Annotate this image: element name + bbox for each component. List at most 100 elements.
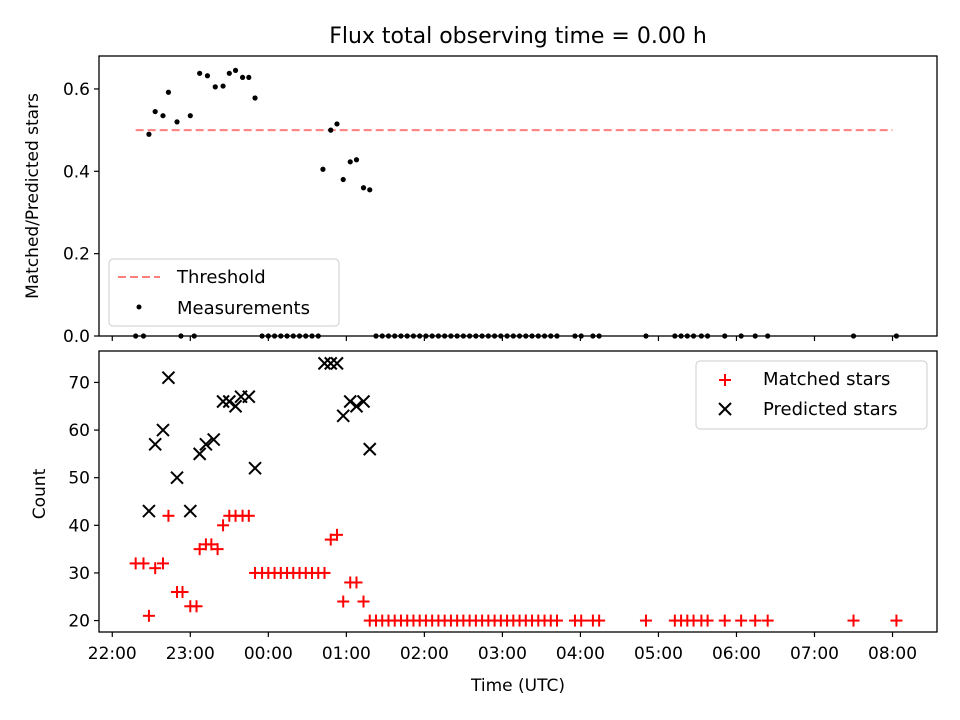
top-y-axis: 0.0 0.2 0.4 0.6 xyxy=(63,80,99,347)
predicted-stars-point xyxy=(161,370,176,385)
y-tick-label: 0.2 xyxy=(63,245,90,265)
matched-stars-point xyxy=(190,600,203,613)
matched-stars-point xyxy=(162,509,175,522)
measurement-point xyxy=(320,166,326,172)
legend-predicted-label: Predicted stars xyxy=(763,399,897,420)
x-tick-label: 06:00 xyxy=(712,644,761,664)
matched-stars-point xyxy=(156,557,169,570)
legend-matched-swatch xyxy=(719,374,731,386)
top-legend-box xyxy=(108,258,340,327)
measurement-point xyxy=(187,113,193,119)
measurement-point xyxy=(152,108,158,115)
legend-measurements-swatch xyxy=(136,304,142,310)
predicted-stars-point xyxy=(206,432,221,447)
matched-stars-point xyxy=(217,519,230,532)
matched-stars-point xyxy=(701,614,714,627)
matched-stars-point xyxy=(761,614,774,627)
predicted-stars-point xyxy=(170,470,184,485)
matched-stars-point xyxy=(324,533,337,546)
measurement-point xyxy=(160,113,166,119)
measurement-point xyxy=(367,187,373,193)
predicted-stars-point xyxy=(317,356,332,371)
measurement-point xyxy=(220,83,226,89)
matched-stars-point xyxy=(890,614,903,627)
predicted-stars-point xyxy=(192,447,207,461)
measurement-point xyxy=(340,176,346,183)
matched-stars-point xyxy=(718,614,731,627)
top-y-axis-label: Matched/Predicted stars xyxy=(23,93,43,299)
top-panel: 0.0 0.2 0.4 0.6 Matched/Predicted stars Thr… xyxy=(23,55,938,347)
matched-stars-point xyxy=(749,614,762,627)
y-tick-label: 40 xyxy=(68,516,90,536)
predicted-stars-point xyxy=(148,437,162,452)
x-tick-label: 03:00 xyxy=(478,644,527,664)
matched-stars-point xyxy=(142,609,155,622)
matched-stars-point xyxy=(242,509,255,522)
x-tick-label: 08:00 xyxy=(868,644,917,664)
matched-stars-point xyxy=(149,562,162,575)
predicted-stars-point xyxy=(183,504,197,518)
predicted-stars-point xyxy=(199,437,213,452)
matched-stars-point xyxy=(176,585,189,598)
measurement-point xyxy=(328,127,334,133)
predicted-stars-point xyxy=(228,399,243,413)
matched-stars-point xyxy=(350,576,363,589)
measurement-point xyxy=(204,73,211,79)
matched-stars-point xyxy=(330,528,343,541)
matched-stars-point xyxy=(735,614,748,627)
matched-stars-point xyxy=(357,595,370,608)
y-tick-label: 0.6 xyxy=(63,80,90,100)
measurement-point xyxy=(353,157,360,163)
predicted-stars-point xyxy=(242,390,256,404)
x-tick-label: 22:00 xyxy=(88,644,137,664)
measurement-point xyxy=(165,89,172,95)
x-tick-label: 07:00 xyxy=(790,644,839,664)
x-tick-label: 01:00 xyxy=(322,644,371,664)
legend-measurements-label: Measurements xyxy=(177,298,310,319)
predicted-stars-point xyxy=(343,394,357,409)
matched-stars-point xyxy=(575,614,588,627)
bottom-plot-marks xyxy=(129,356,903,627)
measurement-point xyxy=(252,95,258,101)
y-tick-label: 50 xyxy=(68,469,90,489)
x-axis-label: Time (UTC) xyxy=(470,676,565,696)
matched-stars-point xyxy=(137,557,150,570)
matched-stars-point xyxy=(205,538,218,551)
top-legend: Threshold Measurements xyxy=(108,258,340,327)
y-tick-label: 0.0 xyxy=(63,327,90,347)
legend-predicted-swatch xyxy=(718,402,732,416)
measurement-point xyxy=(334,121,340,127)
predicted-stars-point xyxy=(363,442,377,456)
chart-title: Flux total observing time = 0.00 h xyxy=(329,24,707,49)
matched-stars-point xyxy=(211,543,224,556)
predicted-stars-point xyxy=(216,394,230,409)
measurement-point xyxy=(197,70,203,76)
bottom-y-axis-label: Count xyxy=(30,468,50,519)
predicted-stars-point xyxy=(248,461,262,475)
bottom-y-axis: 20 30 40 50 60 70 xyxy=(68,373,99,632)
x-tick-label: 04:00 xyxy=(556,644,605,664)
predicted-stars-point xyxy=(222,394,237,409)
measurement-point xyxy=(212,84,218,90)
bottom-x-axis: 22:00 23:00 00:00 01:00 02:00 03:00 04:00 05:00… xyxy=(88,632,917,664)
measurement-point xyxy=(146,131,152,137)
matched-stars-point xyxy=(593,614,606,627)
measurement-point xyxy=(239,74,246,81)
measurement-point xyxy=(360,185,367,191)
y-tick-label: 60 xyxy=(68,421,90,441)
top-axes-frame xyxy=(98,55,938,337)
bottom-legend-box xyxy=(695,360,928,430)
matched-stars-point xyxy=(639,614,652,627)
predicted-stars-point xyxy=(330,356,344,371)
matched-stars-point xyxy=(193,543,206,556)
measurement-point xyxy=(226,70,232,76)
x-tick-label: 23:00 xyxy=(166,644,215,664)
bottom-axes-frame xyxy=(98,350,938,633)
x-tick-label: 02:00 xyxy=(400,644,449,664)
matched-stars-point xyxy=(337,595,350,608)
top-x-axis-ticks xyxy=(111,336,894,341)
y-tick-label: 20 xyxy=(68,612,90,632)
predicted-stars-point xyxy=(156,423,170,437)
